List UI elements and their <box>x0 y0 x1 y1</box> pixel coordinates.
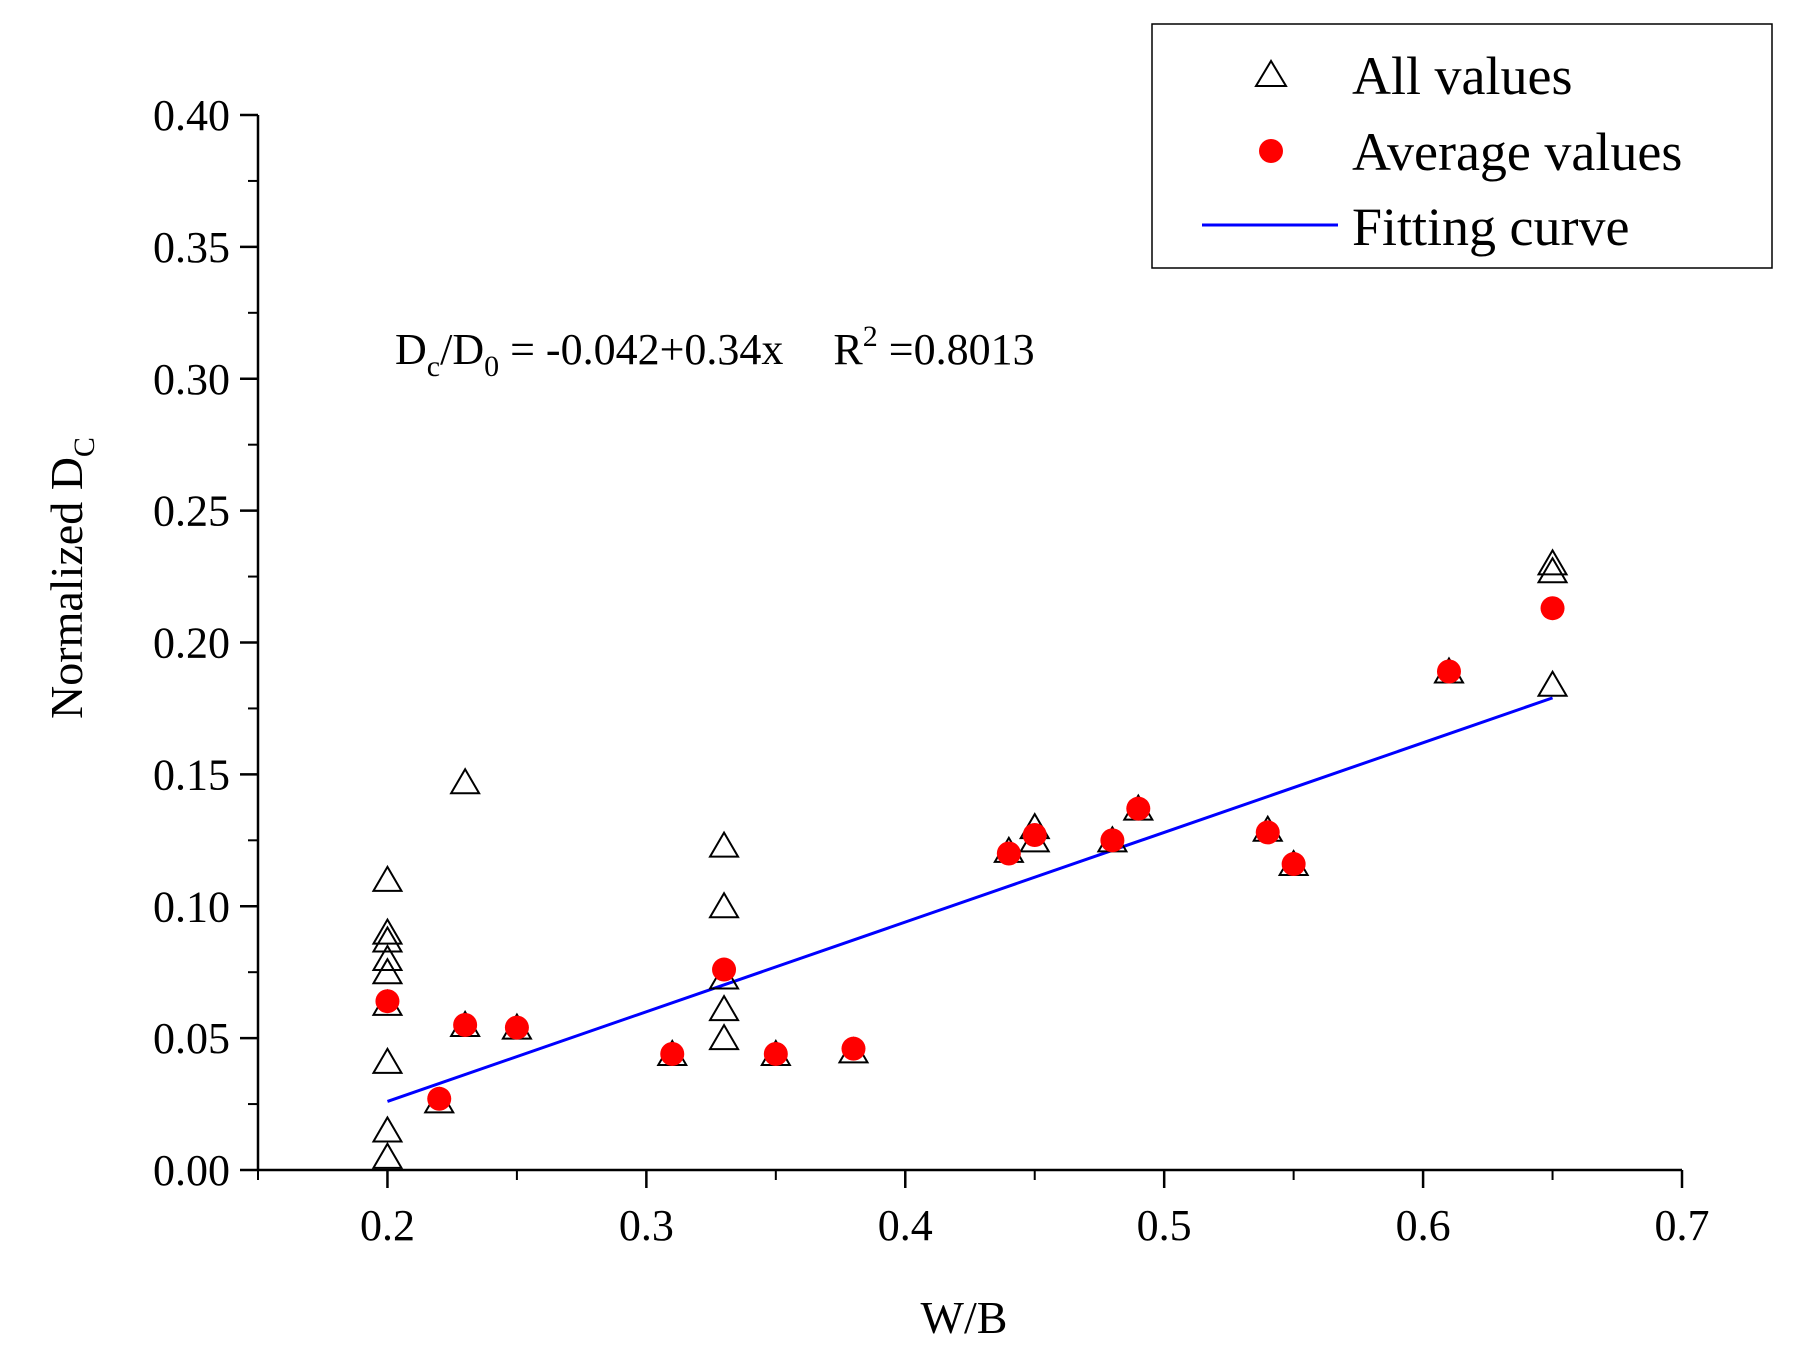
all-values-point <box>371 864 404 892</box>
all-values-point <box>1536 556 1569 584</box>
all-values-layer <box>371 548 1569 1169</box>
svg-text:Normalized DC: Normalized DC <box>41 437 101 719</box>
legend-marker-all-values <box>1254 59 1288 87</box>
x-tick-label: 0.2 <box>360 1201 415 1250</box>
average-values-point <box>504 1015 529 1040</box>
y-tick-label: 0.10 <box>153 882 230 931</box>
average-values-point <box>841 1036 866 1061</box>
x-tick-label: 0.4 <box>878 1201 933 1250</box>
x-tick-label: 0.7 <box>1655 1201 1710 1250</box>
y-axis-title-subscript: C <box>68 437 101 457</box>
average-values-point <box>1281 852 1306 877</box>
all-values-point <box>708 891 740 919</box>
all-values-point <box>371 917 404 945</box>
all-values-point <box>371 1046 404 1074</box>
average-values-point <box>453 1012 478 1037</box>
average-values-point <box>763 1041 788 1066</box>
fit-equation: Dc/D0 = -0.042+0.34x R2 =0.8013 <box>395 320 1035 383</box>
average-values-point <box>1255 820 1280 845</box>
y-axis-title-main: Normalized D <box>41 457 92 719</box>
all-values-point <box>371 944 404 971</box>
average-values-point <box>427 1086 452 1111</box>
fitting-curve-line <box>386 696 1554 1103</box>
legend-label-all-values: All values <box>1352 46 1572 106</box>
axes <box>256 115 1682 1172</box>
legend-marker-average-values <box>1259 139 1283 163</box>
legend-label-fitting-curve: Fitting curve <box>1352 197 1629 257</box>
x-tick-label: 0.6 <box>1396 1201 1451 1250</box>
average-values-point <box>996 841 1021 866</box>
all-values-point <box>708 830 740 858</box>
legend-box <box>1151 23 1773 269</box>
y-tick-label: 0.15 <box>153 750 230 799</box>
x-axis-ticks: 0.2 0.3 0.4 0.5 0.6 0.7 <box>257 1170 1710 1250</box>
average-values-point <box>660 1041 685 1066</box>
average-values-point <box>375 989 400 1014</box>
all-values-point <box>708 1023 740 1051</box>
x-tick-label: 0.5 <box>1137 1201 1192 1250</box>
average-values-point <box>1126 796 1151 821</box>
y-tick-label: 0.05 <box>153 1014 230 1063</box>
y-tick-label: 0.25 <box>153 487 230 536</box>
all-values-point <box>371 1141 404 1169</box>
fitting-curve-layer <box>386 696 1554 1103</box>
y-tick-label: 0.20 <box>153 619 230 668</box>
all-values-point <box>449 767 481 795</box>
all-values-point <box>371 925 404 953</box>
all-values-point <box>1536 669 1569 697</box>
average-values-point <box>1100 828 1125 853</box>
average-values-layer <box>375 596 1565 1111</box>
y-tick-label: 0.35 <box>153 223 230 272</box>
x-tick-label: 0.3 <box>619 1201 674 1250</box>
legend: All values Average values Fitting curve <box>1151 23 1773 269</box>
all-values-point <box>1536 548 1569 576</box>
average-values-point <box>712 957 737 982</box>
average-values-point <box>1540 596 1565 621</box>
all-values-point <box>371 957 404 985</box>
y-tick-label: 0.40 <box>153 91 230 140</box>
all-values-point <box>708 994 740 1022</box>
all-values-point <box>371 1115 404 1143</box>
y-axis-title: Normalized DC <box>41 437 101 719</box>
y-axis-ticks: 0.00 0.05 0.10 0.15 0.20 0.25 0.30 0.35 0.40 <box>153 91 258 1195</box>
y-tick-label: 0.00 <box>153 1146 230 1195</box>
y-tick-label: 0.30 <box>153 355 230 404</box>
average-values-point <box>1022 823 1047 848</box>
legend-label-average-values: Average values <box>1352 122 1682 182</box>
x-axis-title: W/B <box>921 1292 1008 1343</box>
average-values-point <box>1436 659 1461 684</box>
